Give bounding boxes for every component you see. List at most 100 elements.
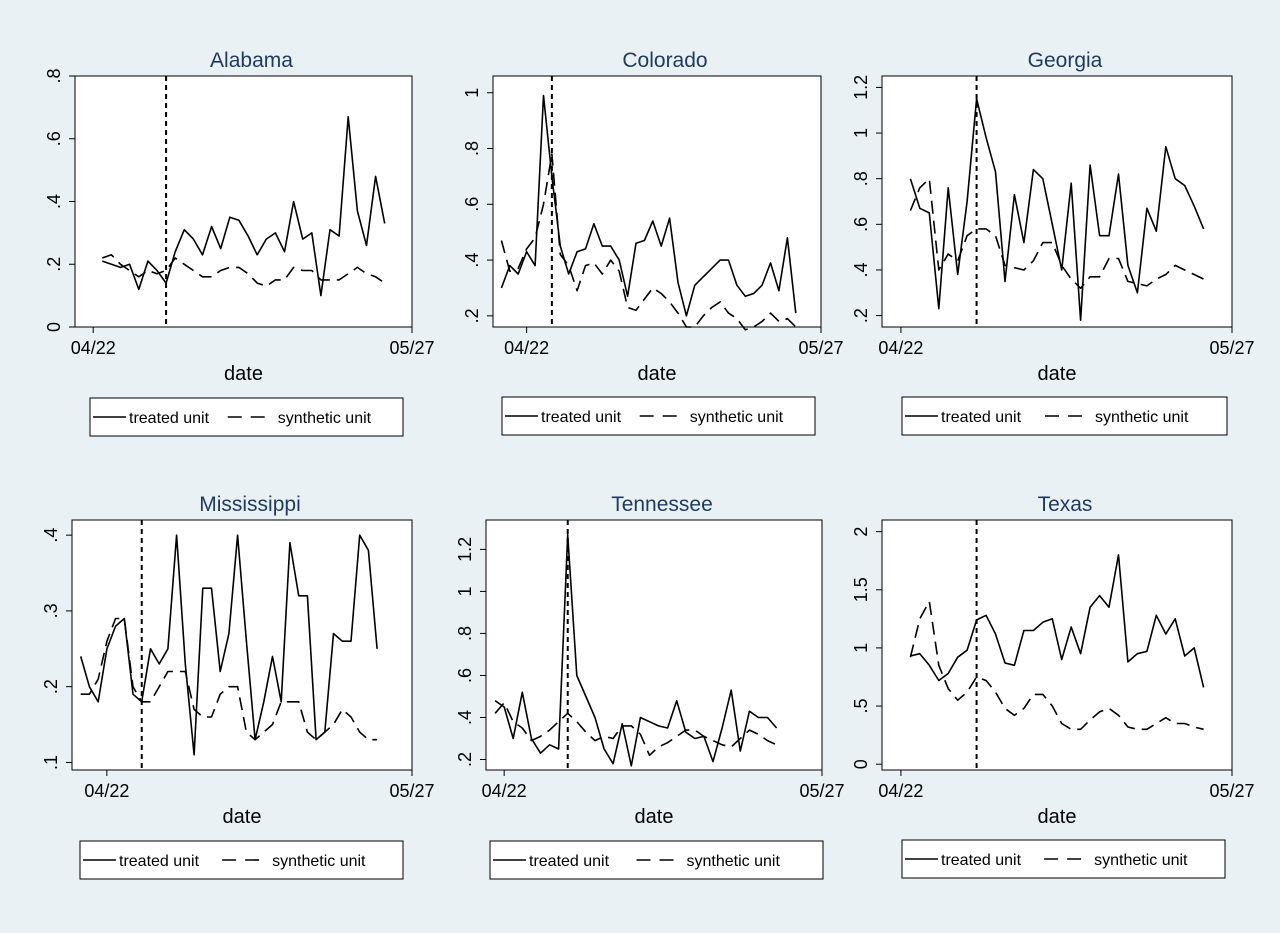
y-tick-label: .8 — [851, 171, 871, 186]
y-tick-label: .8 — [44, 68, 64, 83]
x-axis-label: date — [223, 806, 262, 828]
plot-area — [74, 75, 413, 328]
panel-texas: Texas 0 .5 1 1.5 2 04/22 05/27 date treated unit s… — [851, 493, 1255, 879]
y-tick-label: 0 — [851, 759, 871, 769]
x-tick-label: 05/27 — [389, 781, 434, 801]
panel-alabama: Alabama 0 .2 .4 .6 .8 04/22 05/27 date treated un… — [44, 49, 435, 437]
y-tick-label: 1.2 — [851, 75, 871, 100]
legend-label-treated: treated unit — [541, 409, 622, 426]
y-tick-label: .6 — [851, 217, 871, 232]
legend-label-treated: treated unit — [941, 852, 1022, 869]
x-tick-label: 05/27 — [389, 338, 434, 358]
y-tick-label: .2 — [44, 257, 64, 272]
y-tick-label: .4 — [41, 528, 61, 543]
panel-title: Texas — [1038, 493, 1093, 516]
synthetic-unit-line — [909, 177, 1204, 290]
y-tick-label: 1.2 — [455, 537, 475, 562]
panel-colorado: Colorado .2 .4 .6 .8 1 04/22 05/27 date treated u… — [462, 49, 844, 436]
x-axis-label: date — [638, 363, 677, 385]
legend-label-treated: treated unit — [941, 409, 1022, 426]
x-tick-label: 04/22 — [504, 338, 549, 358]
legend-label-synthetic: synthetic unit — [272, 853, 366, 870]
legend-label-treated: treated unit — [119, 853, 200, 870]
y-tick-label: .5 — [851, 699, 871, 714]
treated-unit-line — [909, 98, 1205, 322]
x-axis-label: date — [224, 363, 263, 385]
x-tick-label: 04/22 — [482, 781, 527, 801]
legend-label-synthetic: synthetic unit — [690, 409, 784, 426]
y-tick-label: .2 — [41, 679, 61, 694]
legend-label-synthetic: synthetic unit — [278, 410, 372, 427]
x-tick-label: 05/27 — [799, 781, 844, 801]
y-tick-label: 1 — [455, 586, 475, 596]
legend-box — [901, 839, 1226, 879]
y-tick-label: .2 — [455, 752, 475, 767]
y-tick-label: .8 — [455, 626, 475, 641]
x-tick-label: 05/27 — [1209, 338, 1254, 358]
legend: treated unit synthetic unit — [89, 397, 404, 437]
legend-label-treated: treated unit — [529, 853, 610, 870]
y-tick-label: .2 — [462, 308, 482, 323]
legend-box — [901, 396, 1228, 436]
legend: treated unit synthetic unit — [501, 396, 816, 436]
x-tick-label: 04/22 — [878, 338, 923, 358]
x-axis-label: date — [1038, 806, 1077, 828]
y-tick-label: .2 — [851, 308, 871, 323]
y-tick-label: .6 — [455, 668, 475, 683]
y-tick-label: 2 — [851, 527, 871, 537]
synthetic-unit-line — [909, 600, 1204, 731]
y-tick-label: 1 — [851, 128, 871, 138]
synthetic-unit-line — [102, 254, 386, 288]
legend-box — [89, 397, 404, 437]
x-tick-label: 04/22 — [84, 781, 129, 801]
y-tick-label: 0 — [44, 322, 64, 332]
y-tick-label: .3 — [41, 603, 61, 618]
panel-mississippi: Mississippi .1 .2 .3 .4 04/22 05/27 date treated… — [41, 493, 435, 880]
x-axis-label: date — [1038, 363, 1077, 385]
y-tick-label: .6 — [44, 131, 64, 146]
x-tick-label: 05/27 — [1209, 781, 1254, 801]
legend-label-treated: treated unit — [129, 410, 210, 427]
panel-title: Tennessee — [611, 493, 713, 516]
treated-unit-line — [102, 116, 386, 297]
legend-box — [501, 396, 816, 436]
plot-area — [485, 519, 823, 771]
synthetic-unit-line — [500, 153, 797, 331]
panel-tennessee: Tennessee .2 .4 .6 .8 1 1.2 04/22 05/27 date treat… — [455, 493, 845, 880]
y-tick-label: .1 — [41, 755, 61, 770]
y-tick-label: .6 — [462, 197, 482, 212]
y-tick-label: .4 — [455, 710, 475, 725]
legend-box — [79, 840, 404, 880]
legend-box — [489, 840, 824, 880]
legend-label-synthetic: synthetic unit — [1095, 409, 1189, 426]
x-tick-label: 04/22 — [71, 338, 116, 358]
treated-unit-line — [910, 554, 1205, 688]
legend-label-synthetic: synthetic unit — [1094, 852, 1188, 869]
panel-title: Georgia — [1028, 49, 1103, 72]
x-axis-label: date — [635, 806, 674, 828]
y-tick-label: .4 — [851, 262, 871, 277]
x-tick-label: 05/27 — [798, 338, 843, 358]
legend: treated unit synthetic unit — [901, 396, 1228, 436]
panel-title: Colorado — [622, 49, 707, 72]
panel-georgia: Georgia .2 .4 .6 .8 1 1.2 04/22 05/27 date treated… — [851, 49, 1255, 436]
plot-area — [881, 75, 1233, 328]
x-tick-label: 04/22 — [878, 781, 923, 801]
plot-area — [881, 519, 1233, 771]
y-tick-label: 1 — [462, 88, 482, 98]
y-tick-label: 1 — [851, 643, 871, 653]
legend: treated unit synthetic unit — [489, 840, 824, 880]
treated-unit-line — [494, 533, 778, 767]
y-tick-label: .4 — [44, 194, 64, 209]
panel-title: Mississippi — [199, 493, 301, 516]
legend-label-synthetic: synthetic unit — [687, 853, 781, 870]
panel-title: Alabama — [210, 49, 293, 72]
plot-area — [71, 519, 413, 771]
synthetic-unit-line — [80, 617, 378, 741]
y-tick-label: .4 — [462, 253, 482, 268]
plot-area — [492, 75, 822, 328]
y-tick-label: 1.5 — [851, 577, 871, 602]
y-tick-label: .8 — [462, 141, 482, 156]
legend: treated unit synthetic unit — [901, 839, 1226, 879]
